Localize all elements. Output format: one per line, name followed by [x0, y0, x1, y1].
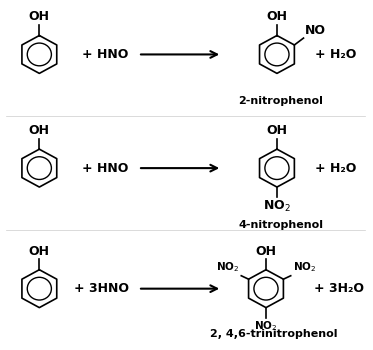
- Text: + HNO: + HNO: [82, 48, 128, 61]
- Text: NO$_2$: NO$_2$: [254, 320, 278, 334]
- Text: + H₂O: + H₂O: [315, 48, 356, 61]
- Text: NO$_2$: NO$_2$: [263, 199, 291, 214]
- Text: NO$_2$: NO$_2$: [292, 260, 316, 274]
- Text: OH: OH: [29, 124, 50, 137]
- Text: + H₂O: + H₂O: [315, 162, 356, 175]
- Text: 2-nitrophenol: 2-nitrophenol: [238, 96, 323, 106]
- Text: NO$_2$: NO$_2$: [216, 260, 239, 274]
- Text: + 3H₂O: + 3H₂O: [314, 282, 364, 295]
- Text: OH: OH: [266, 10, 288, 23]
- Text: 2, 4,6-trinitrophenol: 2, 4,6-trinitrophenol: [210, 329, 337, 338]
- Text: OH: OH: [266, 124, 288, 137]
- Text: NO: NO: [305, 25, 326, 37]
- Text: + 3HNO: + 3HNO: [74, 282, 129, 295]
- Text: OH: OH: [29, 10, 50, 23]
- Text: OH: OH: [29, 245, 50, 258]
- Text: + HNO: + HNO: [82, 162, 128, 175]
- Text: OH: OH: [256, 245, 276, 258]
- Text: 4-nitrophenol: 4-nitrophenol: [238, 220, 323, 230]
